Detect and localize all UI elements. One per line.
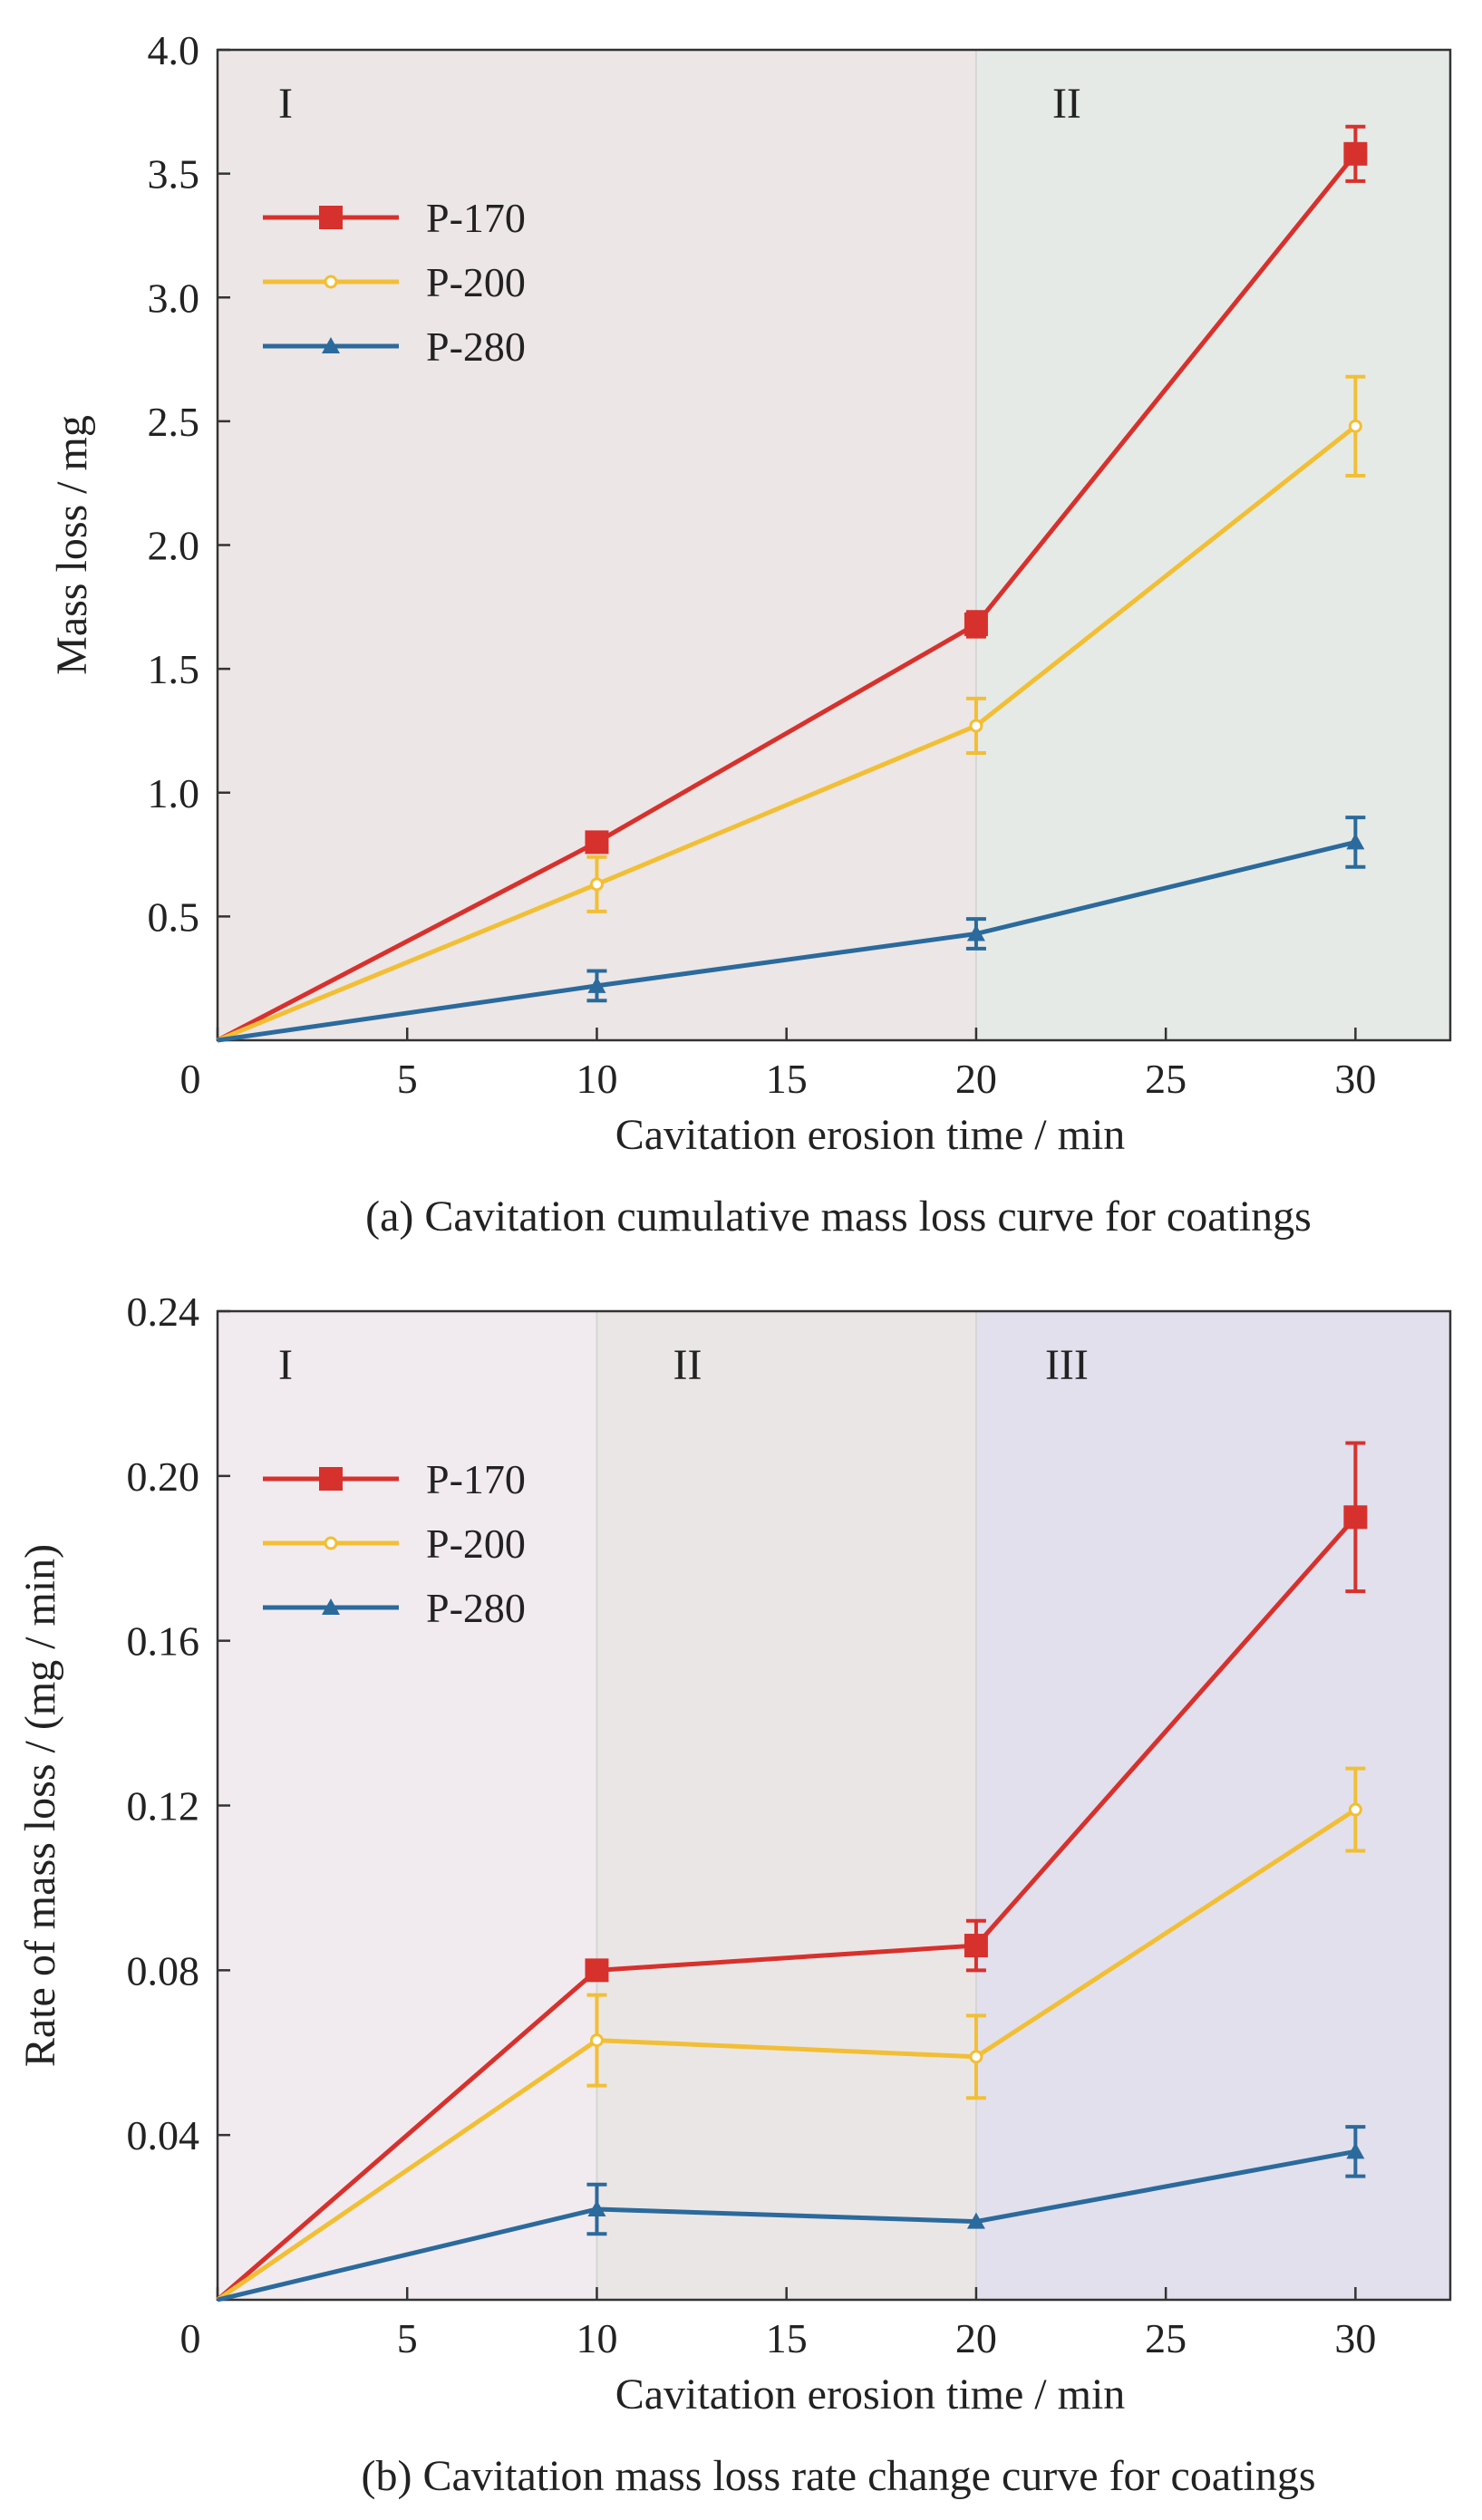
series-line	[217, 2148, 1356, 2303]
legend-label: P-280	[426, 1585, 526, 1631]
region-band	[975, 50, 1450, 1040]
marker-circle	[589, 2033, 604, 2048]
marker-square	[585, 830, 609, 854]
marker-triangle	[1346, 833, 1365, 850]
x-axis-label: Cavitation erosion time / min	[615, 1111, 1126, 1159]
legend: P-170 P-200 P-280	[263, 1456, 526, 1631]
x-tick-label: 25	[1145, 1056, 1187, 1102]
series-p-170	[216, 124, 1368, 1043]
series-p-170	[216, 1441, 1368, 2302]
region-band	[975, 1311, 1450, 2300]
marker-square	[585, 1958, 609, 1983]
marker-circle	[324, 275, 338, 289]
marker-circle	[324, 1536, 338, 1550]
y-tick-label: 0.08	[127, 1947, 200, 1994]
marker-circle	[589, 877, 604, 892]
x-tick-label: 15	[766, 1056, 808, 1102]
x-tick-label: 5	[397, 1056, 418, 1102]
y-axis-label: Mass loss / mg	[48, 415, 96, 675]
x-tick-label: 25	[1145, 2315, 1187, 2361]
marker-triangle	[322, 1598, 340, 1615]
region-label: I	[278, 1341, 293, 1389]
region-band	[218, 1311, 597, 2300]
y-tick-label: 0.5	[148, 893, 200, 940]
marker-triangle	[966, 2212, 985, 2229]
marker-square	[964, 1934, 988, 1958]
x-tick-label: 30	[1334, 1056, 1376, 1102]
marker-triangle	[966, 924, 985, 941]
x-tick-label: 10	[576, 2315, 617, 2361]
marker-square	[1343, 141, 1368, 166]
marker-triangle	[1346, 2142, 1365, 2159]
marker-triangle	[587, 976, 606, 993]
x-tick-label: 20	[955, 2315, 997, 2361]
y-tick-label: 0.20	[127, 1453, 200, 1500]
x-tick-label: 0	[180, 1056, 201, 1102]
series-line	[216, 1515, 1358, 2302]
region-label: III	[1045, 1341, 1089, 1389]
marker-circle	[969, 719, 983, 733]
x-tick-label: 20	[955, 1056, 997, 1102]
y-tick-label: 1.5	[148, 646, 200, 692]
marker-triangle	[322, 337, 340, 353]
y-tick-label: 4.0	[148, 27, 200, 73]
legend-label: P-170	[426, 195, 526, 241]
y-tick-label: 0.12	[127, 1783, 200, 1830]
marker-square	[1343, 1505, 1368, 1530]
series-p-200	[217, 374, 1366, 1043]
x-tick-label: 30	[1334, 2315, 1376, 2361]
x-tick-label: 15	[766, 2315, 808, 2361]
chart-panel-a: I II0 5 10 15 20 25 300.51.01.52.02.53.03.54.0C…	[48, 27, 1452, 1241]
marker-triangle	[587, 2199, 606, 2216]
y-axis-label: Rate of mass loss / (mg / min)	[16, 1544, 64, 2067]
y-tick-label: 1.0	[148, 770, 200, 816]
region-label: II	[1052, 80, 1081, 128]
x-axis-label: Cavitation erosion time / min	[615, 2370, 1126, 2419]
marker-square	[964, 612, 988, 636]
series-p-200	[216, 1766, 1366, 2303]
series-p-280	[217, 2125, 1366, 2303]
legend-label: P-200	[426, 259, 526, 305]
x-tick-label: 5	[397, 2315, 418, 2361]
y-tick-label: 2.0	[148, 523, 200, 569]
y-tick-label: 3.5	[148, 151, 200, 198]
y-tick-label: 0.04	[127, 2112, 200, 2158]
y-tick-label: 0.16	[127, 1618, 200, 1665]
region-label: I	[278, 80, 293, 128]
y-tick-label: 2.5	[148, 399, 200, 445]
series-line	[217, 839, 1356, 1043]
marker-square	[319, 206, 343, 229]
figure-caption: (b) Cavitation mass loss rate change cur…	[362, 2452, 1316, 2500]
x-tick-label: 10	[576, 1056, 617, 1102]
region-label: II	[673, 1341, 702, 1389]
marker-circle	[1348, 1802, 1362, 1817]
marker-circle	[1348, 419, 1362, 433]
legend: P-170 P-200 P-280	[263, 195, 526, 370]
marker-circle	[969, 2050, 983, 2064]
figure-caption: (a) Cavitation cumulative mass loss curv…	[365, 1192, 1312, 1241]
series-line	[216, 152, 1358, 1043]
legend-label: P-280	[426, 323, 526, 370]
y-tick-label: 0.24	[127, 1289, 200, 1335]
region-band	[596, 1311, 976, 2300]
legend-label: P-200	[426, 1521, 526, 1567]
legend-label: P-170	[426, 1456, 526, 1502]
x-tick-label: 0	[180, 2315, 201, 2361]
y-tick-label: 3.0	[148, 275, 200, 321]
series-line	[217, 424, 1357, 1043]
series-p-280	[217, 816, 1366, 1043]
marker-square	[319, 1467, 343, 1491]
series-line	[216, 1807, 1357, 2303]
